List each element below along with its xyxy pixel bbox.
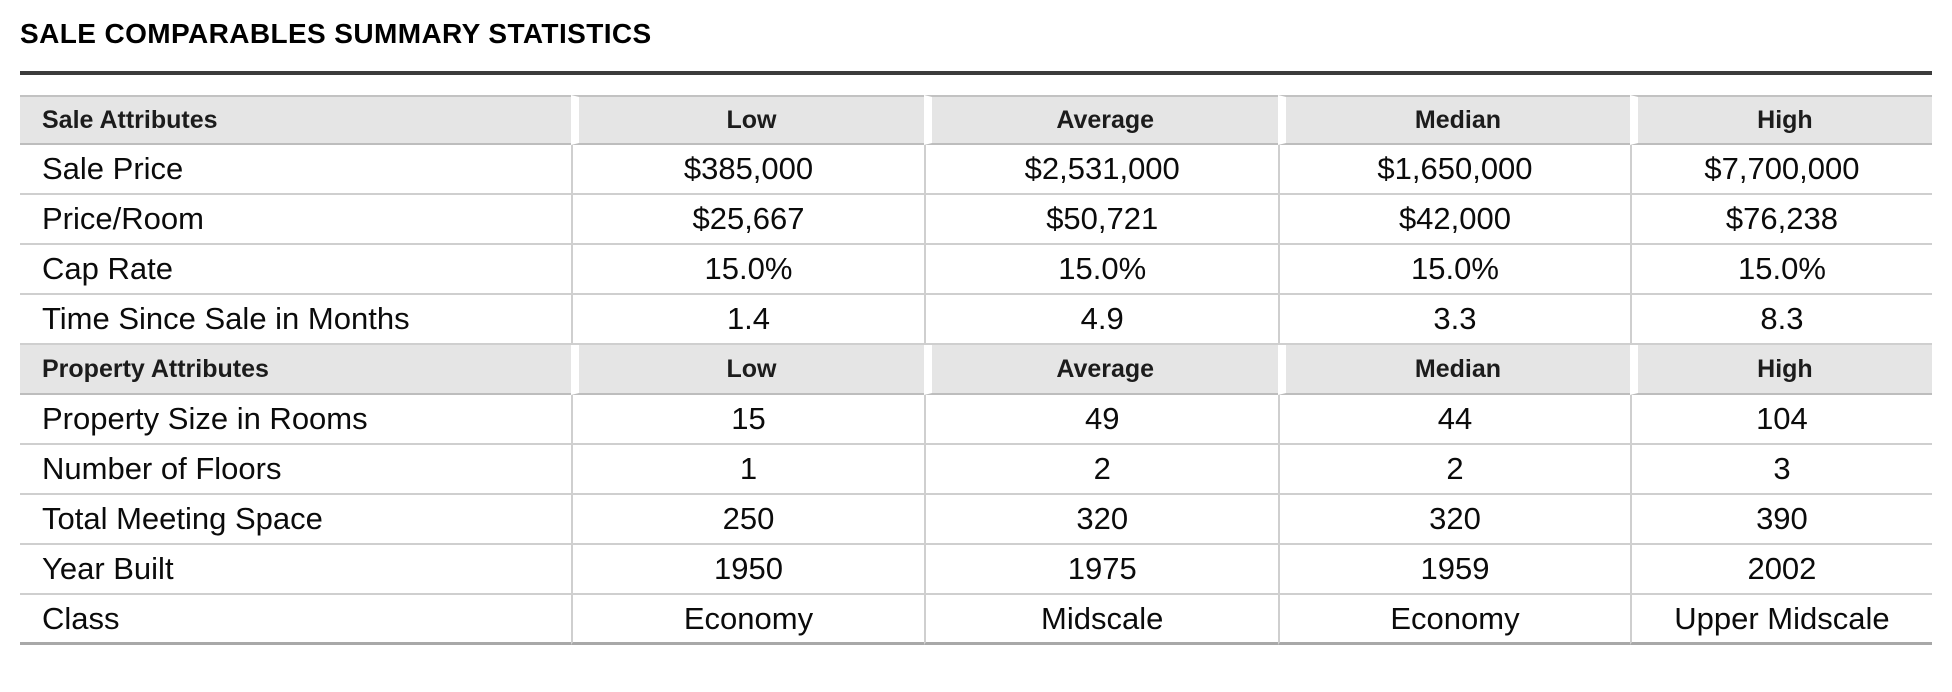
cell-value: 2 bbox=[1278, 445, 1630, 495]
cell-value: $2,531,000 bbox=[924, 145, 1279, 195]
cell-value: 1 bbox=[570, 445, 925, 495]
cell-value: 15.0% bbox=[1278, 245, 1630, 295]
table-row: Total Meeting Space 250 320 320 390 bbox=[20, 495, 1932, 545]
cell-value: 4.9 bbox=[924, 295, 1279, 345]
table-row: Class Economy Midscale Economy Upper Midscal… bbox=[20, 595, 1932, 645]
cell-value: 320 bbox=[1278, 495, 1630, 545]
cell-value: Economy bbox=[570, 595, 925, 645]
row-label: Number of Floors bbox=[20, 445, 571, 495]
table-row: Number of Floors 1 2 2 3 bbox=[20, 445, 1932, 495]
cell-value: Economy bbox=[1278, 595, 1630, 645]
column-header-high: High bbox=[1629, 345, 1932, 395]
row-label: Year Built bbox=[20, 545, 571, 595]
column-header-median: Median bbox=[1278, 345, 1630, 395]
cell-value: $385,000 bbox=[570, 145, 925, 195]
cell-value: 1950 bbox=[570, 545, 925, 595]
cell-value: 44 bbox=[1278, 395, 1630, 445]
table-row: Time Since Sale in Months 1.4 4.9 3.3 8.3 bbox=[20, 295, 1932, 345]
cell-value: $1,650,000 bbox=[1278, 145, 1630, 195]
cell-value: Upper Midscale bbox=[1629, 595, 1932, 645]
section-header-row: Sale Attributes Low Average Median High bbox=[20, 95, 1932, 145]
cell-value: 1.4 bbox=[570, 295, 925, 345]
row-label: Cap Rate bbox=[20, 245, 571, 295]
summary-table-body: Sale Attributes Low Average Median High Sale … bbox=[20, 95, 1932, 645]
cell-value: 15 bbox=[570, 395, 925, 445]
cell-value: 15.0% bbox=[570, 245, 925, 295]
cell-value: 15.0% bbox=[924, 245, 1279, 295]
cell-value: 15.0% bbox=[1629, 245, 1932, 295]
table-row: Property Size in Rooms 15 49 44 104 bbox=[20, 395, 1932, 445]
column-header-average: Average bbox=[924, 345, 1279, 395]
cell-value: $50,721 bbox=[924, 195, 1279, 245]
cell-value: 1975 bbox=[924, 545, 1279, 595]
column-header-low: Low bbox=[570, 345, 925, 395]
row-label: Price/Room bbox=[20, 195, 571, 245]
table-row: Year Built 1950 1975 1959 2002 bbox=[20, 545, 1932, 595]
cell-value: 390 bbox=[1629, 495, 1932, 545]
row-label: Property Size in Rooms bbox=[20, 395, 571, 445]
column-header-high: High bbox=[1629, 95, 1932, 145]
cell-value: $76,238 bbox=[1629, 195, 1932, 245]
cell-value: Midscale bbox=[924, 595, 1279, 645]
summary-table: Sale Attributes Low Average Median High Sale … bbox=[20, 95, 1932, 645]
cell-value: 3 bbox=[1629, 445, 1932, 495]
row-label: Class bbox=[20, 595, 571, 645]
column-header-average: Average bbox=[924, 95, 1279, 145]
cell-value: 1959 bbox=[1278, 545, 1630, 595]
cell-value: $42,000 bbox=[1278, 195, 1630, 245]
section-header-row: Property Attributes Low Average Median High bbox=[20, 345, 1932, 395]
cell-value: 2002 bbox=[1629, 545, 1932, 595]
table-row: Sale Price $385,000 $2,531,000 $1,650,000 $7… bbox=[20, 145, 1932, 195]
row-label: Time Since Sale in Months bbox=[20, 295, 571, 345]
cell-value: 2 bbox=[924, 445, 1279, 495]
column-header-low: Low bbox=[570, 95, 925, 145]
cell-value: 250 bbox=[570, 495, 925, 545]
cell-value: 320 bbox=[924, 495, 1279, 545]
cell-value: 3.3 bbox=[1278, 295, 1630, 345]
column-header-median: Median bbox=[1278, 95, 1630, 145]
section-header-label: Property Attributes bbox=[20, 345, 571, 395]
title-rule bbox=[20, 71, 1932, 75]
row-label: Sale Price bbox=[20, 145, 571, 195]
page-title: SALE COMPARABLES SUMMARY STATISTICS bbox=[20, 18, 652, 49]
table-row: Price/Room $25,667 $50,721 $42,000 $76,238 bbox=[20, 195, 1932, 245]
section-header-label: Sale Attributes bbox=[20, 95, 571, 145]
row-label: Total Meeting Space bbox=[20, 495, 571, 545]
cell-value: $7,700,000 bbox=[1629, 145, 1932, 195]
cell-value: 8.3 bbox=[1629, 295, 1932, 345]
cell-value: 104 bbox=[1629, 395, 1932, 445]
cell-value: $25,667 bbox=[570, 195, 925, 245]
table-row: Cap Rate 15.0% 15.0% 15.0% 15.0% bbox=[20, 245, 1932, 295]
cell-value: 49 bbox=[924, 395, 1279, 445]
